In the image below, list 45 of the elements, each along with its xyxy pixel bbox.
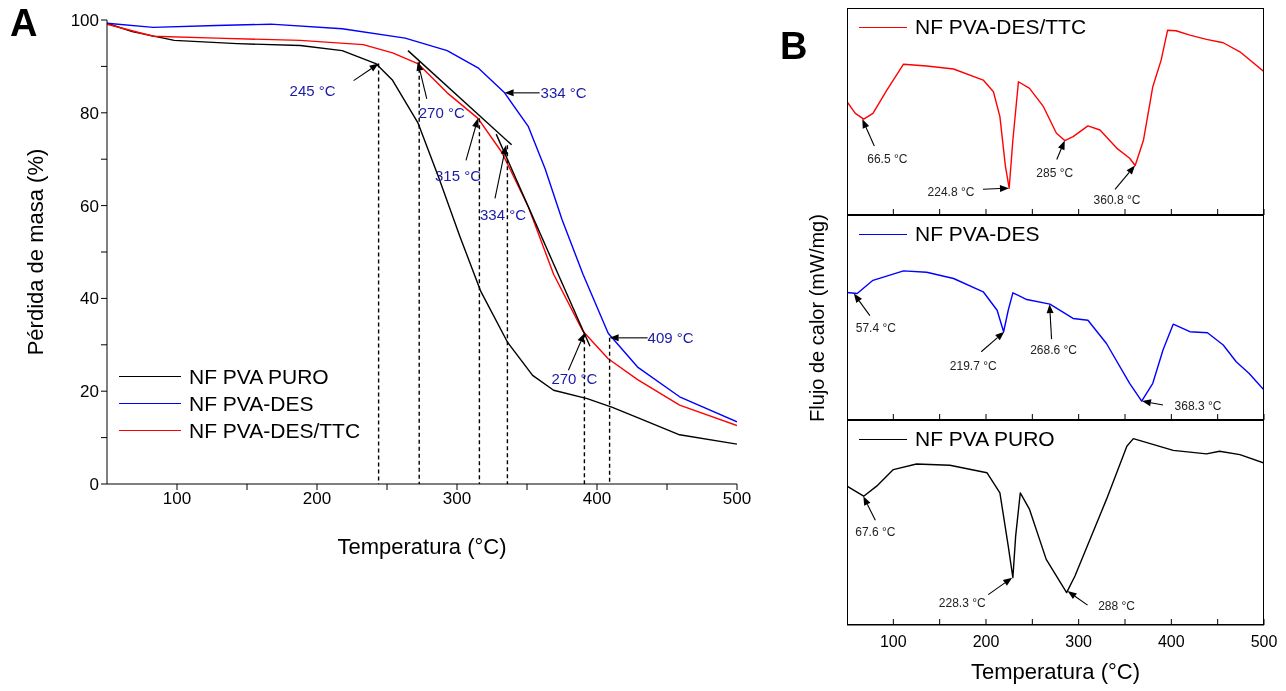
annotation: 245 °C	[289, 82, 336, 100]
annotation: 270 °C	[551, 369, 598, 387]
x-axis-title: Temperatura (°C)	[971, 659, 1140, 684]
annotation: 224.8 °C	[927, 185, 975, 200]
annotation: 228.3 °C	[938, 595, 986, 610]
y-tick-label: 40	[80, 289, 99, 309]
annotation: 409 °C	[647, 329, 694, 347]
y-tick-label: 60	[80, 196, 99, 216]
x-tick-label: 300	[442, 489, 472, 509]
annotation: 334 °C	[479, 205, 527, 223]
annotation: 360.8 °C	[1093, 193, 1141, 208]
legend-label: NF PVA PURO	[189, 364, 329, 390]
x-tick-label: 100	[879, 633, 907, 651]
legend-label: NF PVA PURO	[915, 426, 1055, 452]
legend-label: NF PVA-DES/TTC	[189, 418, 361, 444]
y-tick-label: 80	[80, 103, 99, 123]
chart-title: A	[10, 2, 38, 45]
annotation: 66.5 °C	[867, 152, 908, 167]
y-axis-title: Pérdida de masa (%)	[22, 148, 48, 356]
legend-label: NF PVA-DES	[915, 221, 1040, 247]
x-tick-label: 500	[722, 489, 752, 509]
y-axis-title: Flujo de calor (mW/mg)	[805, 213, 829, 422]
legend-label: NF PVA-DES/TTC	[915, 14, 1087, 40]
legend-label: NF PVA-DES	[189, 391, 314, 417]
annotation: 270 °C	[418, 104, 465, 122]
y-tick-label: 20	[80, 382, 99, 402]
annotation: 334 °C	[540, 84, 587, 102]
annotation: 368.3 °C	[1174, 399, 1222, 414]
x-axis-title: Temperatura (°C)	[337, 534, 507, 559]
x-tick-label: 200	[972, 633, 1000, 651]
x-tick-label: 400	[582, 489, 612, 509]
annotation: 288 °C	[1098, 599, 1136, 614]
y-tick-label: 100	[70, 11, 99, 31]
x-tick-label: 200	[302, 489, 332, 509]
annotation: 67.6 °C	[855, 525, 896, 540]
annotation: 285 °C	[1036, 165, 1074, 180]
annotation: 219.7 °C	[949, 358, 997, 373]
annotation: 57.4 °C	[855, 320, 897, 335]
x-tick-label: 100	[162, 489, 192, 509]
chart-title: B	[780, 25, 808, 68]
annotation: 268.6 °C	[1030, 343, 1078, 358]
y-tick-label: 0	[89, 475, 99, 495]
x-tick-label: 400	[1157, 633, 1185, 651]
x-tick-label: 300	[1065, 633, 1093, 651]
x-tick-label: 500	[1250, 633, 1278, 651]
